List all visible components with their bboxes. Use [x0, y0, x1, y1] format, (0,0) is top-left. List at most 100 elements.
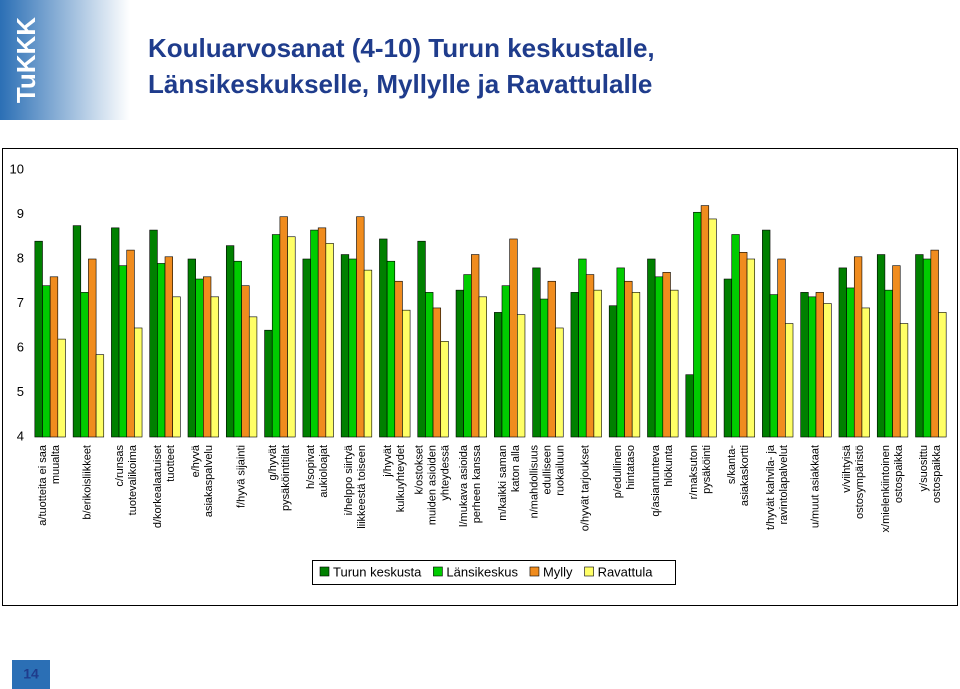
bar [578, 258, 587, 438]
y-tick-label: 5 [17, 384, 24, 399]
bar [838, 267, 847, 438]
title-line: Kouluarvosanat (4-10) Turun keskustalle, [148, 33, 655, 63]
y-tick-label: 8 [17, 250, 24, 265]
bar [662, 272, 671, 438]
y-tick-label: 4 [17, 428, 24, 443]
x-tick-label: s/kanta- asiakaskortti [726, 445, 752, 507]
bar [157, 263, 166, 438]
bar [501, 285, 510, 438]
bar [769, 294, 778, 438]
bar [647, 258, 656, 438]
bar [440, 341, 449, 438]
bar [585, 274, 595, 438]
bar [363, 269, 373, 438]
bar [509, 238, 518, 438]
bar [402, 309, 411, 438]
legend-label: Mylly [543, 564, 573, 579]
bar [248, 316, 258, 438]
bar [111, 227, 120, 438]
x-tick-label: h/sopivat aukioloajat [305, 445, 331, 498]
x-tick-label: u/muut asiakkaat [809, 445, 822, 529]
x-tick-label: b/erikoisliikkeet [81, 445, 94, 520]
x-tick-label: i/helppo siirtyä liikkeestä toiseen [343, 445, 369, 529]
bar [195, 278, 204, 438]
bar [88, 258, 97, 438]
bar [149, 229, 158, 438]
bar [348, 258, 357, 438]
bar [539, 298, 549, 438]
bar [785, 323, 794, 438]
page-number-box [12, 660, 50, 689]
bar [723, 278, 733, 438]
bar [762, 229, 771, 438]
x-tick-label: v/viihtyisä ostosympäristö [841, 445, 867, 519]
y-tick-label: 7 [17, 295, 24, 310]
logo-bg [0, 0, 130, 120]
legend-label: Ravattula [598, 564, 654, 579]
x-tick-label: g/hyvät pysäköintitilat [266, 445, 292, 512]
bar [356, 216, 365, 438]
bar [876, 254, 886, 438]
bar [624, 280, 633, 438]
x-tick-label: y/suosittu ostospaikka [917, 445, 943, 504]
bar [172, 296, 181, 438]
x-tick-label: r/maksuton pysäköinti [688, 445, 714, 500]
bar [325, 243, 334, 438]
bar [340, 254, 350, 438]
bar [808, 296, 817, 438]
bar [731, 234, 740, 438]
title-line: Länsikeskukselle, Myllylle ja Ravattulal… [148, 69, 652, 99]
bar [425, 292, 434, 438]
bar [922, 258, 932, 438]
bar [49, 276, 59, 438]
bar [417, 240, 426, 438]
bar [930, 249, 939, 438]
bar [631, 292, 641, 438]
bar [233, 260, 242, 438]
bar [517, 314, 526, 438]
bar [164, 256, 173, 438]
bar [777, 258, 786, 438]
bar [670, 289, 679, 438]
bar [746, 258, 756, 438]
legend-box [312, 560, 676, 585]
legend-swatch [319, 566, 330, 577]
bar [463, 274, 472, 438]
bar [915, 254, 924, 438]
bar [608, 305, 618, 438]
bar [685, 374, 694, 438]
bar [302, 258, 311, 438]
bar [532, 267, 541, 438]
y-tick-label: 10 [10, 161, 24, 176]
y-tick-label: 6 [17, 339, 24, 354]
bar [800, 292, 809, 438]
bar [210, 296, 219, 438]
bar [287, 236, 296, 438]
legend-swatch [584, 566, 594, 577]
bar [471, 254, 480, 438]
bar [570, 292, 579, 438]
bar [241, 285, 250, 438]
bar [892, 265, 901, 438]
bar [938, 312, 947, 438]
bar [386, 260, 396, 438]
bar [264, 329, 273, 438]
x-tick-label: l/mukava asioida perheen kanssa [458, 445, 484, 527]
legend-swatch [529, 566, 540, 577]
bar [494, 312, 503, 438]
y-tick-label: 9 [17, 206, 24, 221]
x-tick-label: m/kaikki saman katon alla [496, 445, 522, 521]
bar [693, 211, 702, 438]
bar [80, 292, 89, 438]
bar [861, 307, 870, 438]
x-tick-label: q/asiantunteva hlökunta [649, 445, 675, 517]
bar [478, 296, 487, 438]
x-tick-label: a/tuotteita ei saa muualta [37, 445, 63, 526]
bar [846, 287, 855, 438]
bar [708, 218, 717, 438]
bar [279, 216, 288, 438]
x-tick-label: x/mielenkiintoinen ostospaikka [879, 445, 905, 533]
bar [853, 256, 863, 438]
